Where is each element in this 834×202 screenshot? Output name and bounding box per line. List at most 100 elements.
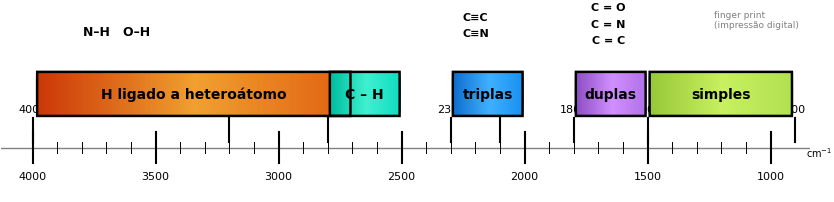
Bar	[233, 73, 235, 116]
Bar	[309, 73, 311, 116]
Bar	[671, 73, 672, 116]
Bar	[165, 73, 168, 116]
Bar	[770, 73, 771, 116]
Bar	[742, 73, 743, 116]
Bar	[324, 73, 327, 116]
Bar	[280, 73, 283, 116]
Bar	[170, 73, 173, 116]
Bar	[235, 73, 239, 116]
Bar	[340, 73, 343, 116]
Bar	[218, 73, 220, 116]
Bar	[79, 73, 82, 116]
Bar	[73, 73, 76, 116]
Bar	[747, 73, 748, 116]
Bar	[791, 73, 792, 116]
Bar	[709, 73, 710, 116]
Bar	[780, 73, 781, 116]
Bar	[343, 73, 345, 116]
Bar	[731, 73, 732, 116]
Bar	[92, 73, 94, 116]
Bar	[304, 73, 306, 116]
Bar	[301, 73, 304, 116]
Bar	[749, 73, 751, 116]
Bar	[105, 73, 108, 116]
Bar	[759, 73, 760, 116]
Bar	[708, 73, 709, 116]
Bar	[327, 73, 329, 116]
Bar	[329, 73, 332, 116]
Bar	[259, 73, 262, 116]
Bar	[767, 73, 768, 116]
Text: cm$^{-1}$: cm$^{-1}$	[806, 146, 832, 159]
Bar	[672, 73, 673, 116]
Bar	[61, 73, 63, 116]
Bar	[319, 73, 322, 116]
Text: 3000: 3000	[264, 171, 293, 181]
Bar	[193, 73, 196, 116]
Bar	[776, 73, 778, 116]
Bar	[241, 73, 244, 116]
Text: 4000: 4000	[18, 171, 47, 181]
Bar	[651, 73, 652, 116]
Bar	[334, 73, 338, 116]
Bar	[131, 73, 133, 116]
Bar	[689, 73, 690, 116]
Text: duplas: duplas	[585, 87, 636, 101]
Bar	[58, 73, 61, 116]
Bar	[721, 73, 722, 116]
Text: 3200: 3200	[215, 104, 244, 114]
Text: C – H: C – H	[345, 87, 384, 101]
Bar	[299, 73, 301, 116]
Bar	[149, 73, 152, 116]
Bar	[37, 73, 40, 116]
Bar	[681, 73, 683, 116]
Bar	[760, 73, 761, 116]
Bar	[207, 73, 209, 116]
Bar	[209, 73, 212, 116]
Bar	[175, 73, 178, 116]
Bar	[787, 73, 788, 116]
Bar	[87, 73, 89, 116]
Bar	[656, 73, 658, 116]
Bar	[677, 73, 678, 116]
Bar	[144, 73, 147, 116]
Bar	[115, 73, 118, 116]
Bar	[655, 73, 656, 116]
Bar	[251, 73, 254, 116]
Bar	[726, 73, 728, 116]
Bar	[735, 73, 736, 116]
Bar	[288, 73, 290, 116]
Bar	[183, 73, 186, 116]
Bar	[283, 73, 285, 116]
Bar	[729, 73, 731, 116]
Bar	[214, 73, 218, 116]
Bar	[48, 73, 50, 116]
Bar	[762, 73, 763, 116]
Bar	[103, 73, 105, 116]
Bar	[188, 73, 191, 116]
Bar	[686, 73, 687, 116]
Bar	[701, 73, 703, 116]
Bar	[142, 73, 144, 116]
Bar	[763, 73, 765, 116]
Bar	[734, 73, 735, 116]
Bar	[692, 73, 694, 116]
Bar	[100, 73, 103, 116]
Text: C = N: C = N	[591, 20, 626, 30]
Bar	[710, 73, 711, 116]
Bar	[274, 73, 278, 116]
Bar	[181, 73, 183, 116]
Bar	[191, 73, 193, 116]
Bar	[173, 73, 175, 116]
Text: C≡N: C≡N	[462, 29, 489, 39]
Bar	[204, 73, 207, 116]
Bar	[223, 73, 225, 116]
Bar	[665, 73, 666, 116]
Bar	[196, 73, 199, 116]
Bar	[746, 73, 747, 116]
Bar	[666, 73, 667, 116]
Text: 2800: 2800	[314, 104, 342, 114]
Bar	[670, 73, 671, 116]
Text: 2100: 2100	[486, 104, 514, 114]
Bar	[728, 73, 729, 116]
